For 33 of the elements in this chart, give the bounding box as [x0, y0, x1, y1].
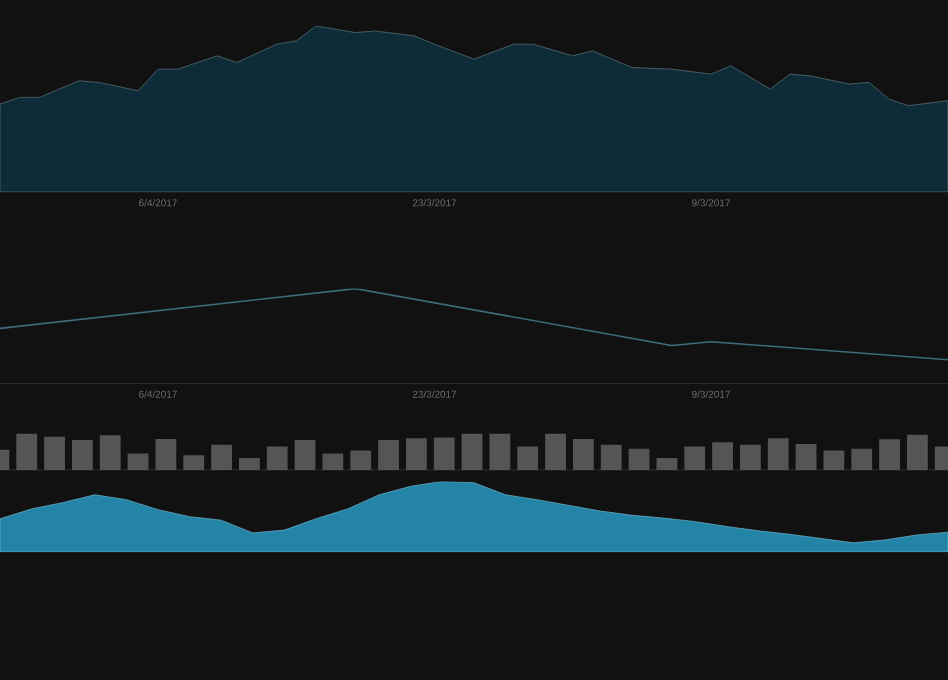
bar [266, 446, 288, 470]
bar [127, 453, 149, 470]
bar [907, 434, 928, 470]
bar [378, 439, 399, 470]
bar [322, 453, 344, 470]
bar [628, 448, 650, 470]
bar [739, 444, 761, 470]
bar [211, 444, 232, 470]
bar [183, 455, 205, 470]
bar [350, 450, 372, 470]
bar [461, 433, 483, 470]
bar [16, 433, 38, 470]
bar [712, 442, 733, 470]
bar [294, 439, 316, 470]
bar [572, 438, 594, 470]
bar [656, 457, 678, 470]
bar [851, 448, 873, 470]
bar [99, 435, 121, 470]
bar [684, 446, 706, 470]
bar [238, 457, 260, 470]
bar [767, 438, 789, 470]
bar [433, 437, 455, 470]
bar [823, 450, 845, 470]
bar [155, 438, 177, 470]
bar [489, 433, 511, 470]
bar [795, 444, 817, 470]
bar [879, 439, 900, 470]
bar [600, 444, 622, 470]
bar [545, 433, 566, 470]
bar [517, 446, 539, 470]
bar [71, 439, 93, 470]
bar [44, 436, 65, 470]
bar [405, 438, 427, 470]
